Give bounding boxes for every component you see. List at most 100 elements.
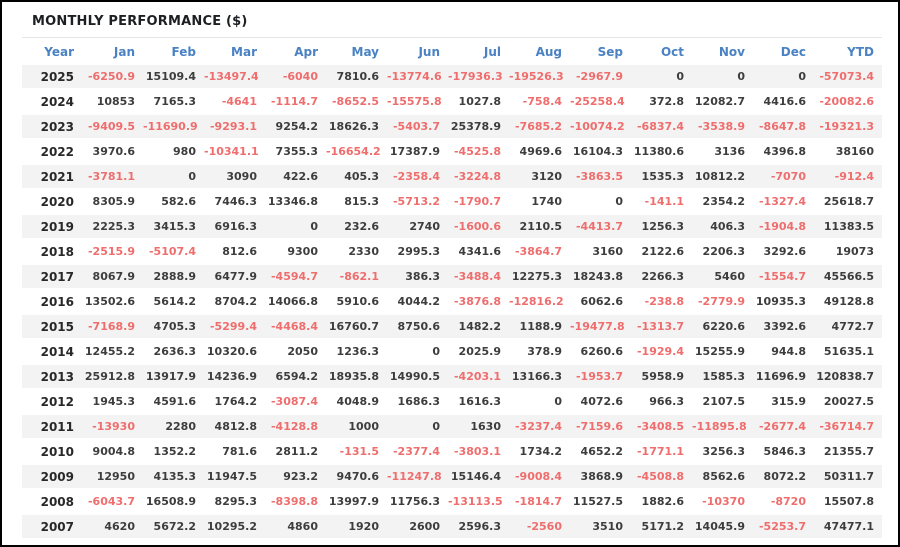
value-cell-may: 2330: [326, 240, 387, 265]
value-cell-ytd: -57073.4: [814, 65, 882, 90]
value-cell-nov: -11895.8: [692, 415, 753, 440]
value-cell-aug: 0: [509, 390, 570, 415]
value-cell-sep: -25258.4: [570, 90, 631, 115]
table-row-2012: 2012 1945.3 4591.6 1764.2 -3087.4 4048.9 1686.…: [22, 390, 882, 415]
value-cell-jan: 3970.6: [82, 140, 143, 165]
value-cell-sep: 18243.8: [570, 265, 631, 290]
value-cell-nov: 1585.3: [692, 365, 753, 390]
year-cell: 2008: [22, 490, 82, 515]
value-cell-oct: -1929.4: [631, 340, 692, 365]
value-cell-mar: 781.6: [204, 440, 265, 465]
value-cell-apr: -8398.8: [265, 490, 326, 515]
value-cell-jun: 11756.3: [387, 490, 448, 515]
column-header-may: May: [326, 38, 387, 65]
value-cell-oct: -4508.8: [631, 465, 692, 490]
value-cell-jun: 0: [387, 340, 448, 365]
value-cell-oct: -1771.1: [631, 440, 692, 465]
year-cell: 2015: [22, 315, 82, 340]
value-cell-mar: -13497.4: [204, 65, 265, 90]
value-cell-jun: 2995.3: [387, 240, 448, 265]
value-cell-aug: 3120: [509, 165, 570, 190]
value-cell-mar: 812.6: [204, 240, 265, 265]
value-cell-dec: -2677.4: [753, 415, 814, 440]
value-cell-jan: -2515.9: [82, 240, 143, 265]
value-cell-aug: -19526.3: [509, 65, 570, 90]
year-cell: 2023: [22, 115, 82, 140]
value-cell-nov: 5460: [692, 265, 753, 290]
value-cell-apr: 923.2: [265, 465, 326, 490]
value-cell-jul: 1630: [448, 415, 509, 440]
value-cell-oct: 372.8: [631, 90, 692, 115]
value-cell-jun: 1686.3: [387, 390, 448, 415]
value-cell-apr: 9300: [265, 240, 326, 265]
value-cell-aug: -1814.7: [509, 490, 570, 515]
value-cell-may: 18935.8: [326, 365, 387, 390]
value-cell-mar: 1764.2: [204, 390, 265, 415]
value-cell-aug: 1740: [509, 190, 570, 215]
value-cell-may: 5910.6: [326, 290, 387, 315]
value-cell-jun: 4044.2: [387, 290, 448, 315]
value-cell-apr: -4468.4: [265, 315, 326, 340]
value-cell-ytd: 19073: [814, 240, 882, 265]
value-cell-oct: -141.1: [631, 190, 692, 215]
value-cell-ytd: 20027.5: [814, 390, 882, 415]
value-cell-jul: -3224.8: [448, 165, 509, 190]
value-cell-aug: -2560: [509, 515, 570, 540]
column-header-oct: Oct: [631, 38, 692, 65]
value-cell-mar: -5299.4: [204, 315, 265, 340]
value-cell-dec: 11696.9: [753, 365, 814, 390]
value-cell-feb: 15109.4: [143, 65, 204, 90]
value-cell-feb: 4135.3: [143, 465, 204, 490]
value-cell-oct: -238.8: [631, 290, 692, 315]
year-cell: 2019: [22, 215, 82, 240]
value-cell-apr: -1114.7: [265, 90, 326, 115]
table-row-2013: 2013 25912.8 13917.9 14236.9 6594.2 18935.8 14…: [22, 365, 882, 390]
value-cell-dec: -1554.7: [753, 265, 814, 290]
value-cell-jan: 9004.8: [82, 440, 143, 465]
value-cell-jul: -3876.8: [448, 290, 509, 315]
value-cell-jul: -3803.1: [448, 440, 509, 465]
value-cell-dec: 315.9: [753, 390, 814, 415]
value-cell-jun: 8750.6: [387, 315, 448, 340]
table-row-2022: 2022 3970.6 980 -10341.1 7355.3 -16654.2 17387…: [22, 140, 882, 165]
column-header-dec: Dec: [753, 38, 814, 65]
value-cell-dec: -1904.8: [753, 215, 814, 240]
value-cell-dec: 944.8: [753, 340, 814, 365]
value-cell-ytd: 38160: [814, 140, 882, 165]
value-cell-may: 4048.9: [326, 390, 387, 415]
value-cell-apr: 14066.8: [265, 290, 326, 315]
value-cell-aug: -3864.7: [509, 240, 570, 265]
value-cell-mar: -10341.1: [204, 140, 265, 165]
value-cell-apr: 13346.8: [265, 190, 326, 215]
monthly-performance-table: Year Jan Feb Mar Apr May Jun Jul Aug Sep Oct Nov Dec…: [22, 37, 882, 540]
value-cell-mar: 3090: [204, 165, 265, 190]
value-cell-ytd: 15507.8: [814, 490, 882, 515]
value-cell-aug: -3237.4: [509, 415, 570, 440]
value-cell-jul: -17936.3: [448, 65, 509, 90]
value-cell-may: 1920: [326, 515, 387, 540]
table-row-2021: 2021 -3781.1 0 3090 422.6 405.3 -2358.4 -3224.8…: [22, 165, 882, 190]
value-cell-nov: 2354.2: [692, 190, 753, 215]
value-cell-jan: -6250.9: [82, 65, 143, 90]
table-row-2020: 2020 8305.9 582.6 7446.3 13346.8 815.3 -5713.2…: [22, 190, 882, 215]
value-cell-aug: 1734.2: [509, 440, 570, 465]
value-cell-nov: 2206.3: [692, 240, 753, 265]
year-cell: 2024: [22, 90, 82, 115]
value-cell-sep: -10074.2: [570, 115, 631, 140]
value-cell-apr: -4594.7: [265, 265, 326, 290]
year-cell: 2021: [22, 165, 82, 190]
value-cell-aug: 13166.3: [509, 365, 570, 390]
year-cell: 2013: [22, 365, 82, 390]
value-cell-aug: -12816.2: [509, 290, 570, 315]
value-cell-jan: 2225.3: [82, 215, 143, 240]
value-cell-jul: -3488.4: [448, 265, 509, 290]
value-cell-mar: 10320.6: [204, 340, 265, 365]
value-cell-sep: 16104.3: [570, 140, 631, 165]
value-cell-sep: 6062.6: [570, 290, 631, 315]
value-cell-may: 815.3: [326, 190, 387, 215]
value-cell-may: -8652.5: [326, 90, 387, 115]
value-cell-feb: 0: [143, 165, 204, 190]
value-cell-oct: 2266.3: [631, 265, 692, 290]
value-cell-dec: 10935.3: [753, 290, 814, 315]
